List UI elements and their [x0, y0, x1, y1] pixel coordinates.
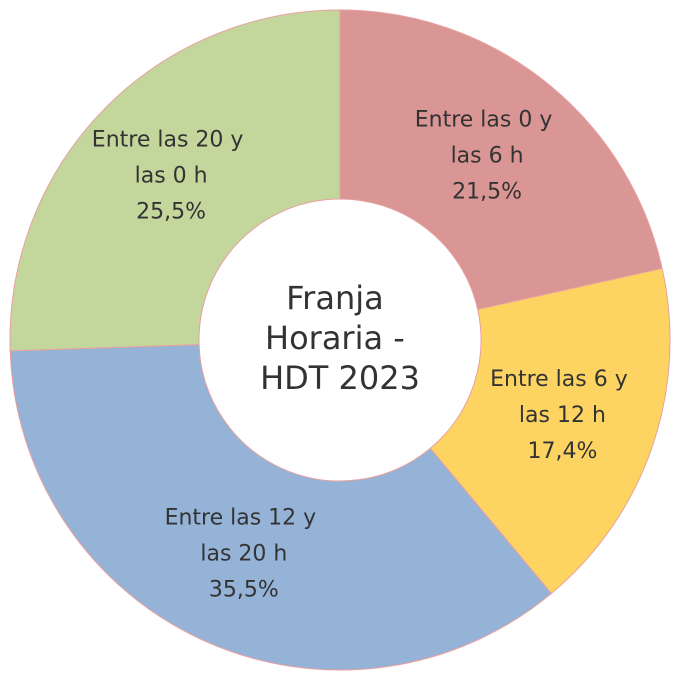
slice-value: 25,5% [136, 200, 206, 225]
slice-category: Entre las 6 y las 12 h [490, 367, 635, 428]
slice-value: 17,4% [527, 439, 597, 464]
slice [9, 344, 553, 671]
chart-title: Franja Horaria - HDT 2023 [260, 279, 420, 397]
slice-category: Entre las 20 y las 0 h [92, 128, 251, 189]
slice-category: Entre las 0 y las 6 h [415, 108, 560, 169]
slice [9, 9, 341, 352]
slice-value: 35,5% [209, 577, 279, 602]
slice [339, 9, 663, 311]
slice [429, 267, 671, 595]
labels: Entre las 0 y las 6 h 21,5% Entre las 6 y … [92, 108, 635, 603]
slice-category: Entre las 12 y las 20 h [165, 505, 324, 566]
slice-value: 21,5% [452, 180, 522, 205]
slices [9, 9, 671, 671]
